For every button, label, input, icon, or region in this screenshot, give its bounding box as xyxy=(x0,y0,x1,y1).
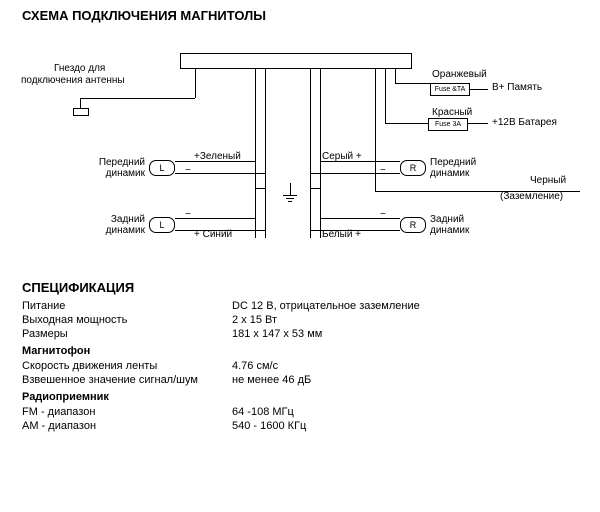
fuse-battery: Fuse 3A xyxy=(428,118,468,131)
antenna-label-2: подключения антенны xyxy=(21,75,125,86)
spec-tape-table: Скорость движения ленты4.76 см/с Взвешен… xyxy=(22,359,311,387)
wiring-diagram: Гнездо для подключения антенны Оранжевый… xyxy=(0,23,600,268)
batt-label: +12В Батарея xyxy=(492,117,557,128)
minus-rl: − xyxy=(185,209,191,220)
bplus-label: B+ Память xyxy=(492,82,542,93)
antenna-jack-icon xyxy=(73,108,89,116)
front-right-label: Переднийдинамик xyxy=(430,157,476,179)
rear-right-label: Заднийдинамик xyxy=(430,214,469,236)
minus-rr: − xyxy=(380,209,386,220)
rear-left-label: Заднийдинамик xyxy=(50,214,145,236)
spec-section: СПЕЦИФИКАЦИЯ ПитаниеDC 12 В, отрицательн… xyxy=(0,268,600,433)
speaker-rear-right-icon: R xyxy=(400,217,426,233)
spec-title: СПЕЦИФИКАЦИЯ xyxy=(22,280,600,295)
blue-label: + Синий xyxy=(194,229,232,240)
spec-radio-table: FM - диапазон64 -108 МГц AM - диапазон54… xyxy=(22,405,306,433)
speaker-front-right-icon: R xyxy=(400,160,426,176)
antenna-label-1: Гнездо для xyxy=(54,63,105,74)
ground-label: (Заземление) xyxy=(500,191,563,202)
speaker-front-left-icon: L xyxy=(149,160,175,176)
red-label: Красный xyxy=(432,107,472,118)
spec-sub-radio: Радиоприемник xyxy=(22,391,600,403)
minus-fr: − xyxy=(380,165,386,176)
speaker-rear-left-icon: L xyxy=(149,217,175,233)
white-label: Белый + xyxy=(322,229,361,240)
front-left-label: Переднийдинамик xyxy=(45,157,145,179)
spec-main-table: ПитаниеDC 12 В, отрицательное заземление… xyxy=(22,299,420,341)
orange-label: Оранжевый xyxy=(432,69,487,80)
spec-sub-tape: Магнитофон xyxy=(22,345,600,357)
black-label: Черный xyxy=(530,175,566,186)
minus-fl: − xyxy=(185,165,191,176)
fuse-memory: Fuse &TA xyxy=(430,83,470,96)
schema-title: СХЕМА ПОДКЛЮЧЕНИЯ МАГНИТОЛЫ xyxy=(0,0,600,23)
head-unit xyxy=(180,53,412,69)
